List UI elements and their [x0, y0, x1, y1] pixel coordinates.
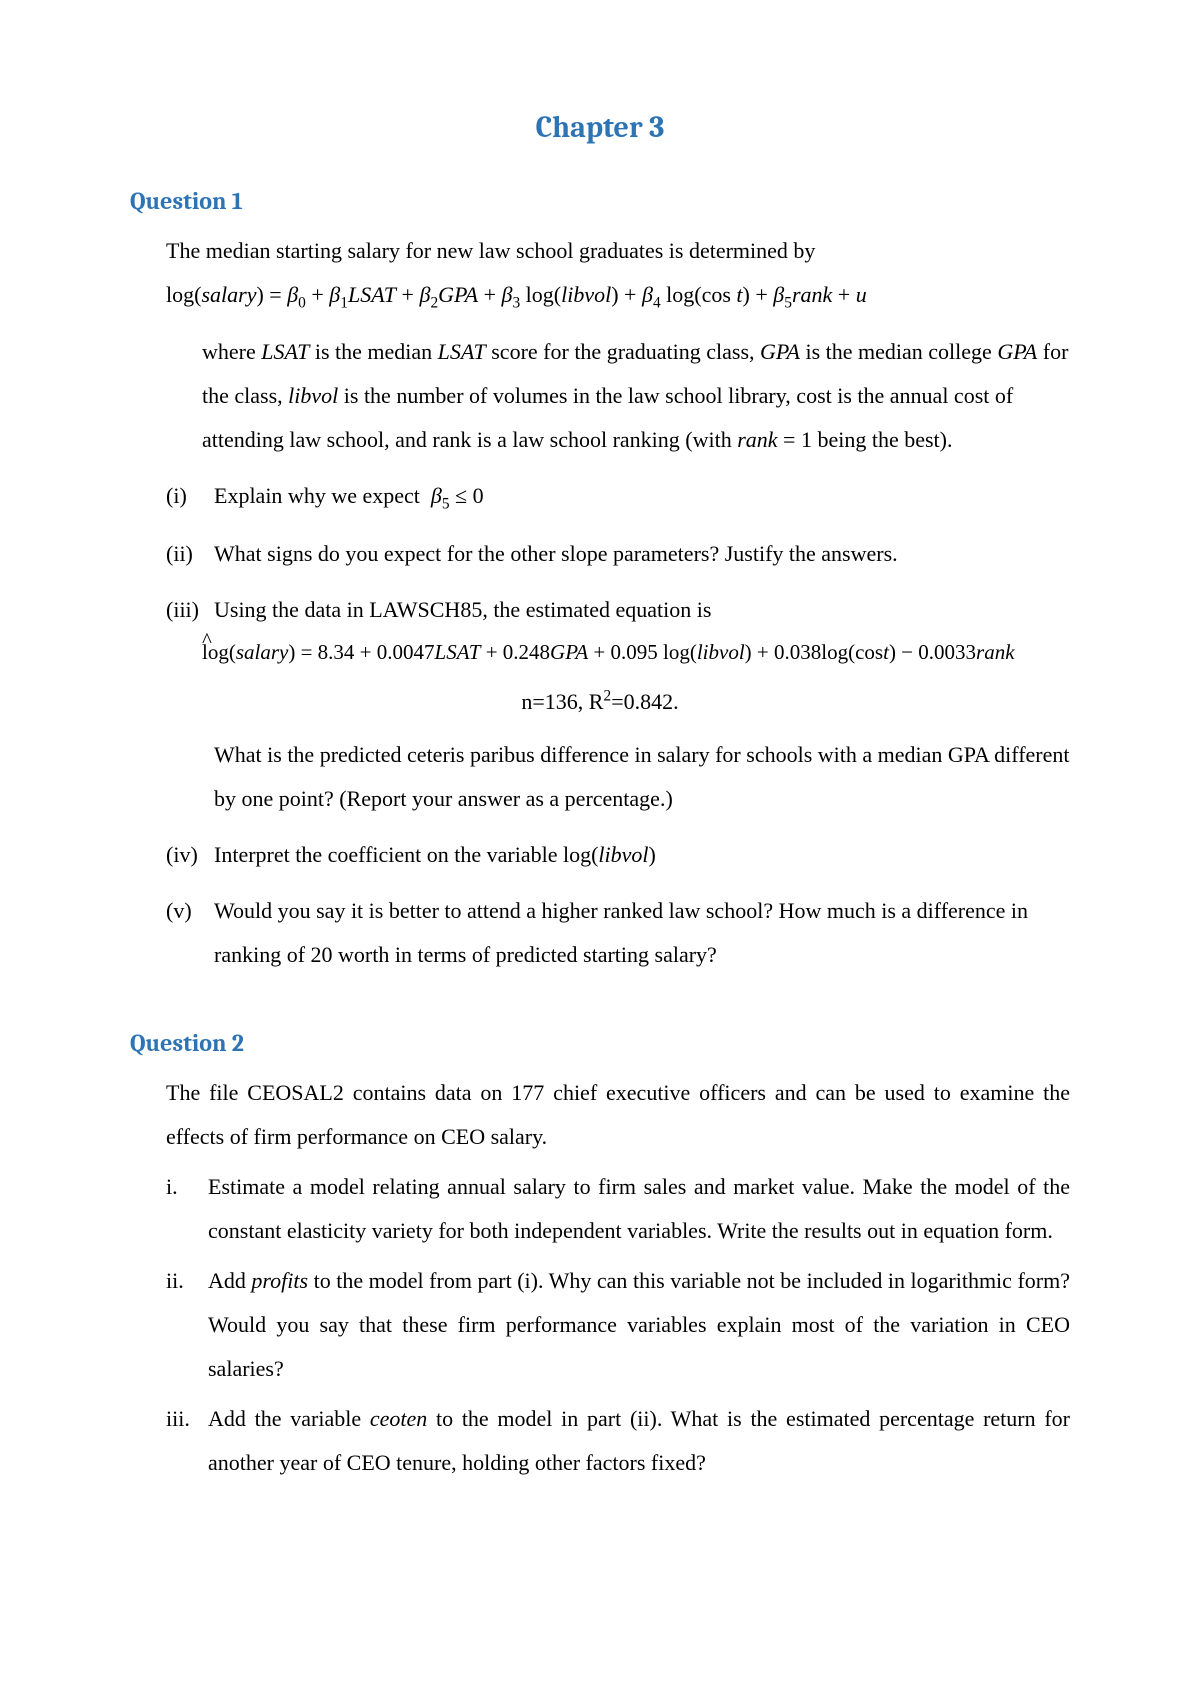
q1-part-iii: (iii) Using the data in LAWSCH85, the es…: [130, 588, 1070, 632]
q1-part-iv-text: Interpret the coefficient on the variabl…: [214, 833, 1070, 877]
q2-part-ii-text: Add profits to the model from part (i). …: [208, 1259, 1070, 1391]
list-marker: i.: [166, 1165, 208, 1253]
q1-part-ii: (ii) What signs do you expect for the ot…: [130, 532, 1070, 576]
q1-intro: The median starting salary for new law s…: [130, 229, 1070, 273]
q1-part-i-text: Explain why we expect β5 ≤ 0: [214, 474, 1070, 520]
document-page: Chapter 3 Question 1 The median starting…: [0, 0, 1200, 1698]
q1-equation-stats: n=136, R2=0.842.: [130, 684, 1070, 719]
list-marker: (iv): [166, 833, 214, 877]
list-marker: iii.: [166, 1397, 208, 1485]
q1-part-iii-text: Using the data in LAWSCH85, the estimate…: [214, 588, 1070, 632]
q2-part-ii: ii. Add profits to the model from part (…: [130, 1259, 1070, 1391]
list-marker: (i): [166, 474, 214, 520]
q2-intro: The file CEOSAL2 contains data on 177 ch…: [130, 1071, 1070, 1159]
question-1-heading: Question 1: [130, 187, 1070, 215]
q1-equation-model: log(salary) = β0 + β1LSAT + β2GPA + β3 l…: [166, 277, 1070, 316]
list-marker: (v): [166, 889, 214, 977]
list-marker: (ii): [166, 532, 214, 576]
q1-estimated-equation: log(salary) = 8.34 + 0.0047LSAT + 0.248G…: [202, 636, 1070, 670]
q2-part-i-text: Estimate a model relating annual salary …: [208, 1165, 1070, 1253]
question-2-heading: Question 2: [130, 1029, 1070, 1057]
q2-part-iii: iii. Add the variable ceoten to the mode…: [130, 1397, 1070, 1485]
q1-part-v-text: Would you say it is better to attend a h…: [214, 889, 1070, 977]
chapter-title: Chapter 3: [130, 110, 1070, 145]
q1-part-ii-text: What signs do you expect for the other s…: [214, 532, 1070, 576]
q2-part-i: i. Estimate a model relating annual sala…: [130, 1165, 1070, 1253]
q1-part-i: (i) Explain why we expect β5 ≤ 0: [130, 474, 1070, 520]
q2-part-iii-text: Add the variable ceoten to the model in …: [208, 1397, 1070, 1485]
list-marker: ii.: [166, 1259, 208, 1391]
q1-part-v: (v) Would you say it is better to attend…: [130, 889, 1070, 977]
q1-part-iii-followup: What is the predicted ceteris paribus di…: [130, 733, 1070, 821]
q1-part-iv: (iv) Interpret the coefficient on the va…: [130, 833, 1070, 877]
q1-where-text: where LSAT is the median LSAT score for …: [130, 330, 1070, 462]
